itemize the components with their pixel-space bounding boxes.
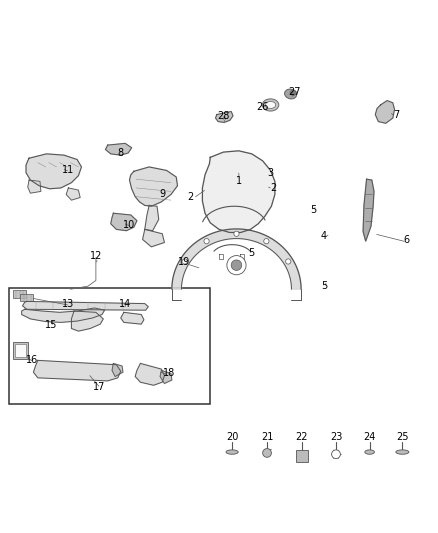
Text: 18: 18: [162, 368, 175, 378]
Text: 1: 1: [236, 176, 242, 187]
Polygon shape: [375, 101, 395, 123]
Ellipse shape: [265, 101, 276, 108]
Bar: [14, 344, 26, 357]
Text: 7: 7: [393, 110, 399, 119]
Text: 5: 5: [249, 248, 255, 259]
Ellipse shape: [262, 99, 279, 111]
Polygon shape: [130, 167, 177, 206]
Ellipse shape: [396, 450, 409, 454]
Polygon shape: [160, 370, 172, 384]
Circle shape: [182, 259, 187, 264]
Polygon shape: [121, 312, 144, 324]
Text: 3: 3: [268, 168, 274, 177]
Text: 24: 24: [364, 432, 376, 442]
Ellipse shape: [226, 450, 238, 454]
Circle shape: [286, 259, 291, 264]
Polygon shape: [33, 360, 121, 381]
Ellipse shape: [365, 450, 374, 454]
Circle shape: [264, 239, 269, 244]
Text: 11: 11: [62, 165, 74, 175]
Text: 5: 5: [310, 205, 316, 215]
Bar: [13, 290, 26, 298]
Bar: [20, 294, 33, 302]
Text: 26: 26: [257, 102, 269, 112]
Text: 15: 15: [45, 320, 57, 330]
Text: 22: 22: [296, 432, 308, 442]
Text: 21: 21: [261, 432, 273, 442]
Bar: [296, 450, 307, 462]
Circle shape: [204, 239, 209, 244]
Polygon shape: [145, 205, 159, 231]
Polygon shape: [202, 151, 275, 232]
Polygon shape: [71, 311, 103, 331]
Text: 2: 2: [270, 183, 277, 193]
Text: 12: 12: [90, 251, 102, 261]
Polygon shape: [106, 143, 132, 155]
Text: 19: 19: [178, 257, 190, 267]
Polygon shape: [21, 308, 105, 322]
Polygon shape: [66, 188, 80, 200]
Text: 25: 25: [396, 432, 409, 442]
Polygon shape: [28, 180, 41, 193]
Text: 20: 20: [226, 432, 238, 442]
Circle shape: [263, 449, 272, 457]
Ellipse shape: [285, 89, 297, 99]
Circle shape: [231, 260, 242, 270]
Text: 10: 10: [124, 220, 136, 230]
Text: 6: 6: [404, 235, 410, 245]
Text: 28: 28: [217, 111, 230, 121]
Bar: [13, 343, 28, 359]
Polygon shape: [26, 154, 81, 189]
Polygon shape: [22, 302, 148, 310]
Polygon shape: [111, 213, 137, 231]
Polygon shape: [143, 229, 164, 247]
Polygon shape: [135, 364, 164, 385]
Circle shape: [227, 256, 246, 275]
Text: 8: 8: [118, 148, 124, 158]
Text: 4: 4: [321, 231, 327, 241]
Text: 2: 2: [187, 192, 194, 201]
Polygon shape: [215, 111, 233, 123]
Text: 27: 27: [288, 87, 300, 97]
Text: 16: 16: [26, 356, 38, 365]
Circle shape: [234, 231, 239, 236]
Text: 5: 5: [321, 281, 328, 291]
Text: 13: 13: [62, 298, 74, 309]
Polygon shape: [172, 229, 301, 289]
Circle shape: [332, 450, 340, 458]
Text: 23: 23: [330, 432, 342, 442]
Ellipse shape: [290, 90, 297, 95]
Bar: [10, 288, 210, 404]
Text: 9: 9: [159, 189, 165, 199]
Text: 17: 17: [93, 382, 105, 392]
Text: 14: 14: [119, 298, 131, 309]
Polygon shape: [112, 364, 123, 376]
Polygon shape: [363, 179, 374, 241]
